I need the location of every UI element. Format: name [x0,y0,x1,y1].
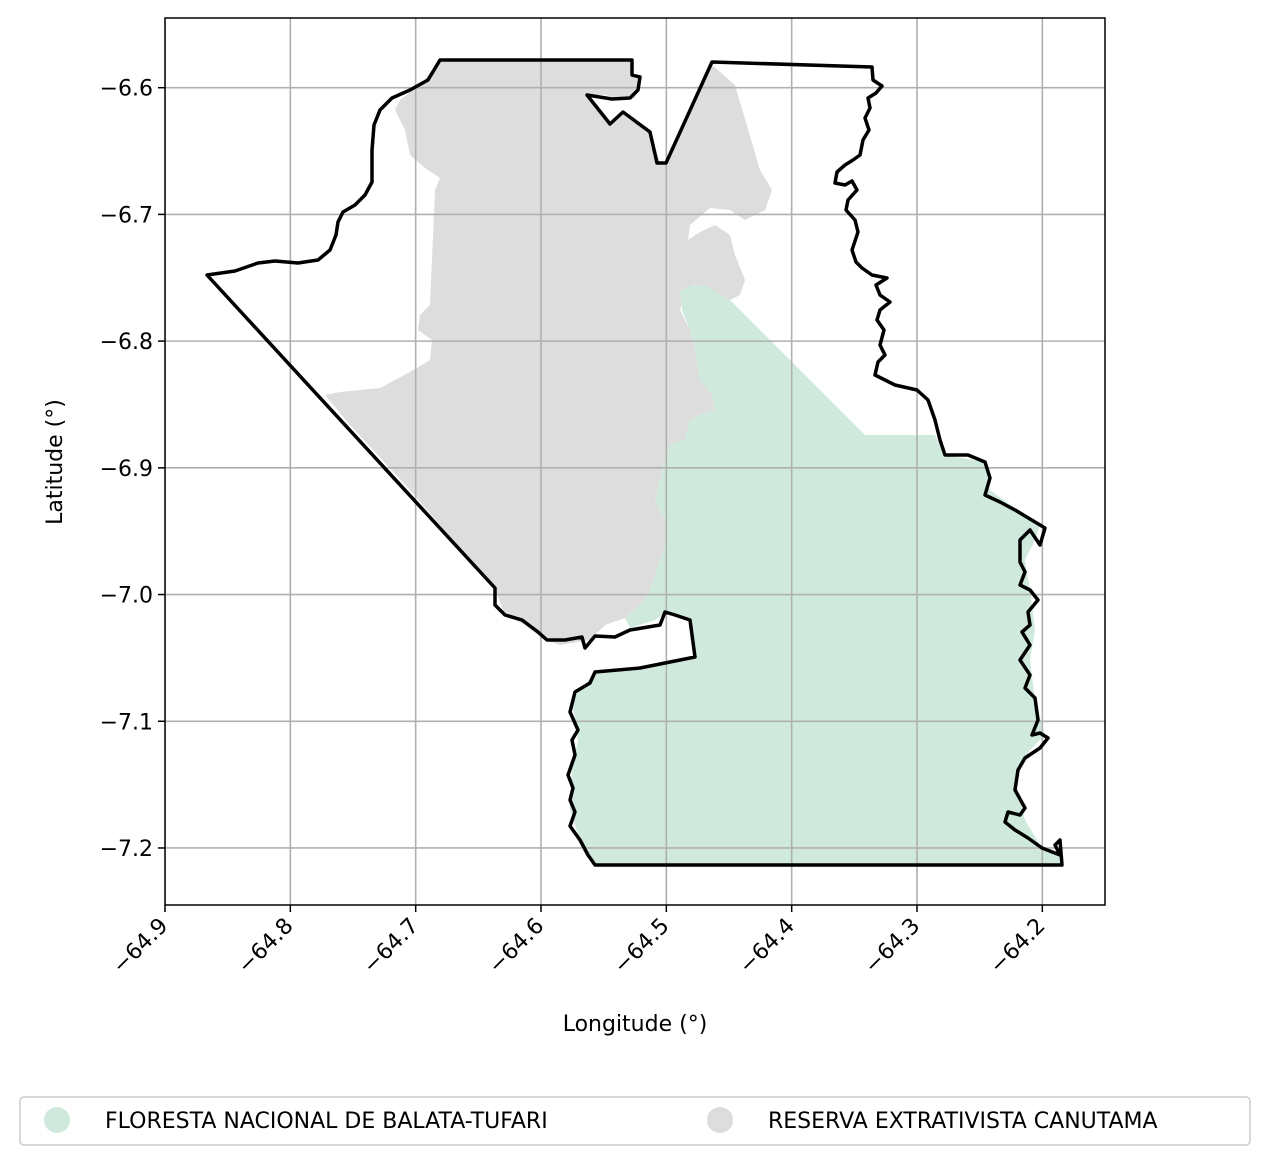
study-area-boundary [205,58,1064,867]
y-tick-label: −6.8 [100,330,153,355]
y-tick-label: −7.0 [100,584,153,609]
reserva-extrativista-canutama-area [325,60,772,645]
legend-label-floresta: FLORESTA NACIONAL DE BALATA-TUFARI [105,1109,548,1134]
x-axis-label: Longitude (°) [563,1012,708,1037]
grid-lines [165,18,1105,905]
x-tick-label: −64.9 [108,914,173,979]
x-tick-label: −64.5 [609,914,674,979]
y-tick-label: −6.6 [100,77,153,102]
x-axis-ticks: −64.9 −64.8 −64.7 −64.6 −64.5 −64.4 −64.3 −64.2 [108,905,1051,979]
y-tick-label: −7.2 [100,837,153,862]
y-axis-ticks: −6.6 −6.7 −6.8 −6.9 −7.0 −7.1 −7.2 [100,77,165,862]
y-tick-label: −6.7 [100,203,153,228]
legend-marker-reserva [707,1107,733,1133]
legend-label-reserva: RESERVA EXTRATIVISTA CANUTAMA [768,1109,1158,1134]
legend-frame [19,1096,1251,1146]
legend: FLORESTA NACIONAL DE BALATA-TUFARI RESER… [19,1096,1251,1146]
y-tick-label: −7.1 [100,710,153,735]
floresta-nacional-balata-tufari-area [570,285,1062,865]
y-tick-label: −6.9 [100,457,153,482]
x-tick-label: −64.8 [233,914,298,979]
y-axis-label: Latitude (°) [43,399,68,525]
x-tick-label: −64.6 [484,914,549,979]
axes-frame [164,17,1106,906]
legend-marker-floresta [44,1107,70,1133]
x-tick-label: −64.3 [860,914,925,979]
x-tick-label: −64.7 [359,914,424,979]
x-tick-label: −64.2 [985,914,1050,979]
x-tick-label: −64.4 [735,914,800,979]
